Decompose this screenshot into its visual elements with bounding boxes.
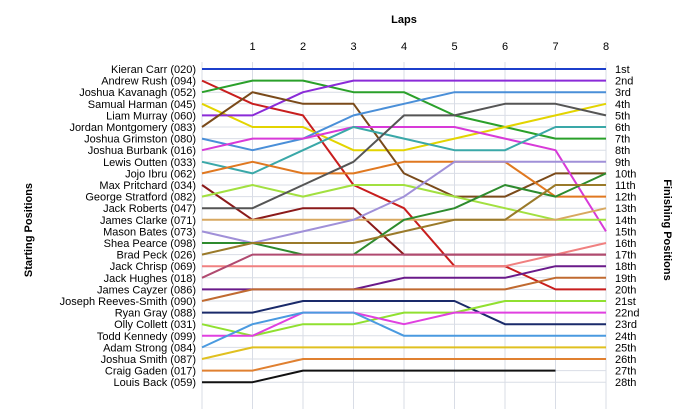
series-line — [201, 184, 606, 221]
series-line — [201, 276, 606, 302]
x-tick-label: 1 — [249, 41, 255, 53]
series-line — [201, 253, 606, 279]
x-tick-label: 6 — [502, 41, 508, 53]
starting-position-label: Kieran Carr (020) — [111, 64, 196, 76]
starting-position-label: Joshua Burbank (016) — [88, 145, 196, 157]
starting-position-label: Joshua Kavanagh (052) — [79, 87, 196, 99]
finishing-position-label: 26th — [615, 354, 636, 366]
starting-position-label: Jack Chrisp (069) — [110, 261, 196, 273]
series-line — [202, 242, 607, 268]
starting-position-label: Samual Harman (045) — [88, 99, 196, 111]
finishing-position-label: 4th — [615, 99, 630, 111]
starting-position-label: Ryan Gray (088) — [115, 308, 196, 320]
chart-title: Laps — [391, 14, 417, 26]
starting-position-label: Jojo Ibru (062) — [125, 168, 196, 180]
series-line — [202, 300, 606, 326]
finishing-position-label: 11th — [615, 180, 636, 192]
finishing-position-label: 17th — [615, 250, 636, 262]
finishing-position-label: 1st — [615, 64, 630, 76]
series-line — [201, 300, 606, 337]
starting-position-label: Craig Gaden (017) — [105, 366, 196, 378]
finishing-position-label: 13th — [615, 203, 636, 215]
finishing-position-label: 22nd — [615, 308, 639, 320]
finishing-position-label: 9th — [615, 157, 630, 169]
series-line — [202, 369, 556, 384]
starting-position-label: Adam Strong (084) — [103, 342, 196, 354]
starting-position-label: Olly Collett (031) — [114, 319, 196, 331]
starting-position-label: Max Pritchard (034) — [99, 180, 196, 192]
series-line — [201, 126, 607, 232]
x-tick-label: 2 — [300, 41, 306, 53]
finishing-position-label: 20th — [615, 284, 636, 296]
series-line — [201, 91, 606, 198]
finishing-position-label: 10th — [615, 168, 636, 180]
starting-position-label: Shea Pearce (098) — [104, 238, 196, 250]
series-lines — [201, 68, 607, 384]
starting-position-label: Joshua Grimston (080) — [84, 134, 196, 146]
starting-position-label: Jack Roberts (047) — [103, 203, 196, 215]
starting-position-label: George Stratford (082) — [85, 192, 196, 204]
finishing-position-label: 14th — [615, 215, 636, 227]
series-line — [201, 346, 606, 360]
starting-position-label: James Clarke (071) — [100, 215, 196, 227]
starting-position-label: Lewis Outten (033) — [103, 157, 196, 169]
series-line — [202, 172, 607, 256]
finishing-position-label: 19th — [615, 273, 636, 285]
starting-position-label: Joseph Reeves-Smith (090) — [60, 296, 196, 308]
y-axis-label-right: Finishing Positions — [661, 179, 673, 280]
finishing-position-label: 18th — [615, 261, 636, 273]
starting-position-label: Todd Kennedy (099) — [97, 331, 196, 343]
starting-position-label: Mason Bates (073) — [103, 226, 196, 238]
series-line — [202, 102, 607, 210]
series-line — [201, 102, 607, 152]
series-line — [202, 79, 606, 117]
finishing-position-labels: 1st2nd3rd4th5th6th7th8th9th10th11th12th1… — [615, 64, 639, 389]
finishing-position-label: 5th — [615, 110, 630, 122]
x-tick-label: 8 — [603, 41, 609, 53]
finishing-position-label: 3rd — [615, 87, 631, 99]
series-line — [201, 160, 606, 198]
finishing-position-label: 15th — [615, 226, 636, 238]
x-tick-label: 4 — [401, 41, 407, 53]
starting-position-label: Andrew Rush (094) — [101, 76, 196, 88]
starting-position-label: James Cayzer (086) — [97, 284, 196, 296]
finishing-position-label: 16th — [615, 238, 636, 250]
finishing-position-label: 21st — [615, 296, 636, 308]
finishing-position-label: 25th — [615, 342, 636, 354]
finishing-position-label: 23rd — [615, 319, 637, 331]
finishing-position-label: 2nd — [615, 76, 633, 88]
starting-position-label: Louis Back (059) — [113, 377, 196, 389]
finishing-position-label: 8th — [615, 145, 630, 157]
x-tick-label: 3 — [350, 41, 356, 53]
series-line — [202, 311, 606, 337]
x-axis-ticks: 1 2 3 4 5 6 7 8 — [249, 41, 609, 53]
series-line — [202, 358, 606, 372]
starting-position-labels: Kieran Carr (020)Andrew Rush (094)Joshua… — [60, 64, 196, 389]
series-line — [201, 160, 606, 244]
series-line — [201, 184, 606, 256]
finishing-position-label: 24th — [615, 331, 636, 343]
finishing-position-label: 6th — [615, 122, 630, 134]
x-tick-label: 7 — [552, 41, 558, 53]
starting-position-label: Jack Hughes (018) — [104, 273, 196, 285]
starting-position-label: Brad Peck (026) — [117, 250, 196, 262]
starting-position-label: Joshua Smith (087) — [101, 354, 196, 366]
x-tick-label: 5 — [451, 41, 457, 53]
y-axis-label-left: Starting Positions — [23, 183, 35, 277]
finishing-position-label: 7th — [615, 134, 630, 146]
starting-position-label: Liam Murray (060) — [106, 110, 196, 122]
finishing-position-label: 12th — [615, 192, 636, 204]
series-line — [201, 311, 606, 349]
finishing-position-label: 28th — [615, 377, 636, 389]
starting-position-label: Jordan Montgomery (083) — [69, 122, 196, 134]
series-line — [201, 91, 606, 152]
finishing-position-label: 27th — [615, 366, 636, 378]
